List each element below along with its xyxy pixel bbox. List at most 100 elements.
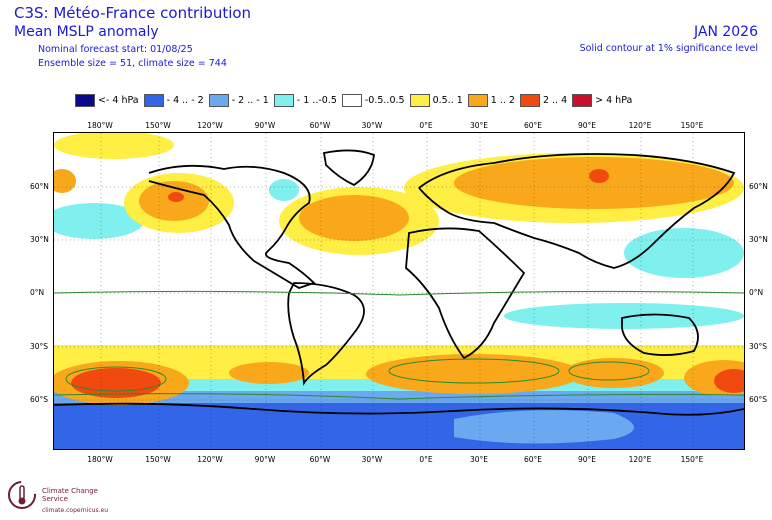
north-america-coast: [148, 164, 316, 289]
antarctic-blue-band: [54, 403, 744, 449]
anomaly-map: [53, 132, 745, 450]
longitude-label: 60°E: [523, 121, 543, 130]
logo-name: Climate Change Service: [42, 487, 98, 503]
legend-item: 0.5.. 1: [409, 93, 463, 108]
n-atlantic-high-orange: [299, 195, 409, 241]
longitude-label: 30°W: [361, 121, 383, 130]
longitude-label: 180°W: [87, 455, 113, 464]
n-atlantic-cyan: [269, 179, 299, 201]
latitude-label: 0°N: [749, 288, 764, 297]
legend-swatch: [208, 94, 229, 107]
longitude-label: 30°E: [469, 455, 489, 464]
legend-item: > 4 hPa: [572, 93, 632, 108]
chart-subtitle: Mean MSLP anomaly: [14, 24, 159, 40]
legend-item: 2 .. 4: [519, 93, 568, 108]
legend-swatch: [409, 94, 430, 107]
longitude-label: 0°E: [419, 455, 433, 464]
legend-swatch: [519, 94, 540, 107]
antarctic-lightblue-patch: [454, 410, 634, 444]
sig-contour-southern-ring: [54, 393, 744, 400]
sig-contour-s-pacific: [65, 366, 167, 392]
legend-swatch: [467, 94, 488, 107]
legend-item: - 2 .. - 1: [208, 93, 269, 108]
longitude-label: 150°W: [145, 455, 171, 464]
longitude-label: 90°E: [577, 455, 597, 464]
forecast-period: JAN 2026: [693, 24, 758, 40]
antarctica-coast: [54, 402, 744, 416]
latitude-label: 60°N: [749, 182, 768, 191]
longitude-label: 150°E: [680, 121, 704, 130]
legend-swatch: [341, 94, 362, 107]
significance-note: Solid contour at 1% significance level: [579, 43, 758, 54]
longitude-label: 120°E: [628, 455, 652, 464]
legend-item: <- 4 hPa: [75, 93, 139, 108]
south-america-coast: [287, 282, 365, 386]
longitude-label: 30°E: [469, 121, 489, 130]
legend-item: -0.5..0.5: [341, 93, 405, 108]
ensemble-size-label: Ensemble size = 51, climate size = 744: [38, 58, 227, 69]
longitude-label: 90°W: [254, 121, 276, 130]
copernicus-logo-icon: [8, 481, 36, 509]
color-legend: <- 4 hPa - 4 .. - 2 - 2 .. - 1 - 1 ..-0.5 -0…: [75, 93, 637, 108]
arctic-yellow: [54, 133, 174, 159]
latitude-label: 60°S: [749, 395, 768, 404]
s-pacific-high-core: [71, 368, 161, 398]
longitude-label: 60°E: [523, 455, 543, 464]
longitude-label: 180°W: [87, 121, 113, 130]
nw-edge-orange: [54, 169, 76, 193]
sig-contour-s-indian-east: [568, 361, 650, 381]
greenland-coast: [322, 149, 375, 187]
latitude-label: 30°S: [30, 342, 49, 351]
latitude-label: 0°N: [30, 288, 45, 297]
w-pacific-cyan: [624, 228, 744, 278]
eurasia-coast: [418, 153, 736, 269]
legend-item: - 4 .. - 2: [143, 93, 204, 108]
sig-contour-s-indian: [388, 358, 560, 384]
longitude-label: 60°W: [309, 455, 331, 464]
australia-coast: [621, 313, 699, 356]
longitude-label: 90°W: [254, 455, 276, 464]
legend-swatch: [572, 94, 593, 107]
legend-label: > 4 hPa: [595, 95, 633, 106]
s-america-high: [229, 362, 309, 384]
legend-label: 2 .. 4: [542, 95, 568, 106]
graticule: [54, 133, 744, 449]
legend-item: 1 .. 2: [467, 93, 515, 108]
eurasia-high-orange: [454, 157, 734, 209]
legend-label: - 2 .. - 1: [231, 95, 269, 106]
longitude-label: 120°W: [197, 121, 223, 130]
s-tasman-core: [714, 369, 744, 393]
logo-url: climate.copernicus.eu: [42, 507, 109, 514]
africa-coast: [405, 227, 526, 360]
latitude-label: 60°N: [30, 182, 49, 191]
legend-label: <- 4 hPa: [98, 95, 139, 106]
legend-label: 0.5.. 1: [432, 95, 463, 106]
legend-label: - 1 ..-0.5: [296, 95, 337, 106]
s-indian-high: [366, 354, 582, 394]
indian-ocean-cyan: [504, 303, 744, 329]
longitude-label: 150°E: [680, 455, 704, 464]
legend-swatch: [75, 94, 95, 107]
legend-label: -0.5..0.5: [364, 95, 405, 106]
siberia-core: [589, 169, 609, 183]
forecast-start-label: Nominal forecast start: 01/08/25: [38, 44, 193, 55]
longitude-label: 0°E: [419, 121, 433, 130]
anomaly-map-canvas: [54, 133, 744, 449]
longitude-label: 120°E: [628, 121, 652, 130]
legend-item: - 1 ..-0.5: [273, 93, 337, 108]
latitude-label: 60°S: [30, 395, 49, 404]
chart-title: C3S: Météo-France contribution: [14, 4, 252, 22]
longitude-label: 90°E: [577, 121, 597, 130]
latitude-label: 30°N: [749, 235, 768, 244]
longitude-label: 150°W: [145, 121, 171, 130]
n-pacific-high-core: [168, 192, 184, 202]
sig-contour-tropics: [54, 290, 744, 296]
legend-label: - 4 .. - 2: [166, 95, 204, 106]
ne-pacific-cyan: [54, 203, 144, 239]
longitude-label: 60°W: [309, 121, 331, 130]
longitude-label: 30°W: [361, 455, 383, 464]
latitude-label: 30°S: [749, 342, 768, 351]
legend-label: 1 .. 2: [490, 95, 515, 106]
longitude-label: 120°W: [197, 455, 223, 464]
legend-swatch: [273, 94, 294, 107]
